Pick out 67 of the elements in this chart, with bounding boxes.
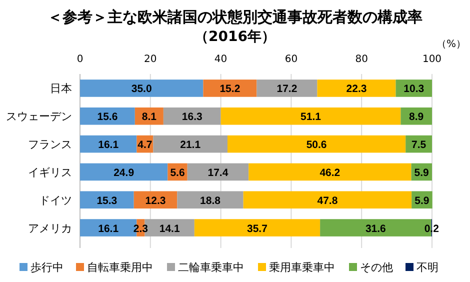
- bar: [153, 135, 228, 153]
- data-label: 17.4: [208, 166, 228, 179]
- data-label: 21.1: [180, 139, 201, 152]
- bar: [203, 80, 257, 97]
- y-tick-label: フランス: [28, 138, 72, 152]
- bar: [80, 163, 168, 181]
- data-label: 50.6: [306, 139, 327, 152]
- data-label: 47.8: [317, 194, 338, 207]
- x-tick-label: 40: [214, 54, 228, 65]
- data-label: 51.1: [300, 111, 322, 124]
- data-label: 16.1: [98, 139, 119, 152]
- data-label: 5.6: [170, 166, 185, 179]
- data-label: 12.3: [145, 194, 166, 207]
- x-tick-label: 60: [284, 54, 298, 65]
- bar: [80, 107, 135, 125]
- data-label: 0.2: [424, 222, 440, 235]
- legend-label: 二輪車乗車中: [178, 261, 244, 274]
- x-tick-label: 20: [144, 54, 157, 65]
- data-label: 15.3: [96, 194, 118, 207]
- data-label: 4.7: [138, 139, 152, 152]
- legend-label: 不明: [416, 261, 438, 274]
- x-axis-title: （%）: [436, 39, 466, 50]
- data-label: 8.1: [142, 111, 157, 124]
- bar: [177, 191, 244, 209]
- x-tick-label: 0: [76, 54, 84, 65]
- x-tick-label: 100: [422, 54, 442, 65]
- data-label: 14.1: [159, 222, 180, 235]
- bar: [80, 80, 204, 97]
- data-label: 24.9: [114, 166, 134, 179]
- data-label: 17.2: [276, 83, 298, 96]
- bar: [80, 191, 134, 209]
- chart-subtitle: （2016年）: [194, 29, 276, 45]
- bar: [187, 163, 249, 181]
- data-label: 16.1: [98, 222, 119, 235]
- chart-title: ＜参考＞主な欧米諸国の状態別交通事故死者数の構成率: [48, 8, 422, 26]
- y-tick-label: 日本: [50, 82, 72, 96]
- bar: [163, 107, 221, 125]
- bar: [248, 163, 412, 181]
- data-label: 35.0: [131, 83, 152, 96]
- data-label: 8.9: [409, 111, 424, 124]
- legend-label: 自転車乗用中: [87, 261, 153, 274]
- bar: [227, 135, 406, 153]
- y-tick-label: ドイツ: [39, 194, 72, 207]
- data-label: 22.3: [346, 83, 367, 96]
- data-label: 10.3: [404, 83, 424, 96]
- data-label: 35.7: [247, 222, 268, 235]
- data-label: 5.9: [414, 194, 430, 207]
- data-label: 7.5: [411, 139, 426, 152]
- data-label: 5.9: [414, 166, 430, 179]
- bar: [220, 107, 401, 125]
- legend-label: その他: [360, 261, 393, 274]
- data-label: 31.6: [365, 222, 386, 235]
- legend-label: 乗用車乗車中: [269, 261, 335, 274]
- data-label: 15.2: [220, 83, 240, 96]
- data-label: 15.6: [97, 111, 118, 124]
- x-tick-label: 80: [355, 54, 368, 65]
- y-tick-label: アメリカ: [28, 222, 72, 235]
- bar: [243, 191, 412, 209]
- legend-label: 歩行中: [30, 261, 64, 274]
- y-tick-label: スウェーデン: [6, 110, 72, 124]
- y-tick-label: イギリス: [28, 166, 72, 179]
- bar: [194, 219, 320, 236]
- data-label: 16.3: [182, 111, 202, 124]
- bar: [256, 80, 318, 97]
- data-label: 46.2: [320, 166, 340, 179]
- bar: [317, 80, 396, 97]
- data-label: 18.8: [200, 194, 221, 207]
